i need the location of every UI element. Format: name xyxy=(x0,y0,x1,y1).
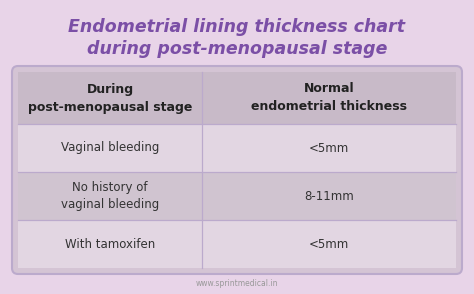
Text: Normal
endometrial thickness: Normal endometrial thickness xyxy=(251,83,407,113)
Bar xyxy=(18,72,456,124)
Text: <5mm: <5mm xyxy=(309,141,349,155)
Text: Endometrial lining thickness chart: Endometrial lining thickness chart xyxy=(69,18,405,36)
Text: Vaginal bleeding: Vaginal bleeding xyxy=(61,141,159,155)
Bar xyxy=(18,124,456,172)
Text: during post-menopausal stage: during post-menopausal stage xyxy=(87,40,387,58)
Text: No history of
vaginal bleeding: No history of vaginal bleeding xyxy=(61,181,159,211)
Text: With tamoxifen: With tamoxifen xyxy=(65,238,155,250)
Text: www.sprintmedical.in: www.sprintmedical.in xyxy=(196,278,278,288)
Bar xyxy=(18,172,456,220)
Text: <5mm: <5mm xyxy=(309,238,349,250)
Bar xyxy=(18,220,456,268)
FancyBboxPatch shape xyxy=(12,66,462,274)
Text: 8-11mm: 8-11mm xyxy=(304,190,354,203)
Text: During
post-menopausal stage: During post-menopausal stage xyxy=(28,83,192,113)
